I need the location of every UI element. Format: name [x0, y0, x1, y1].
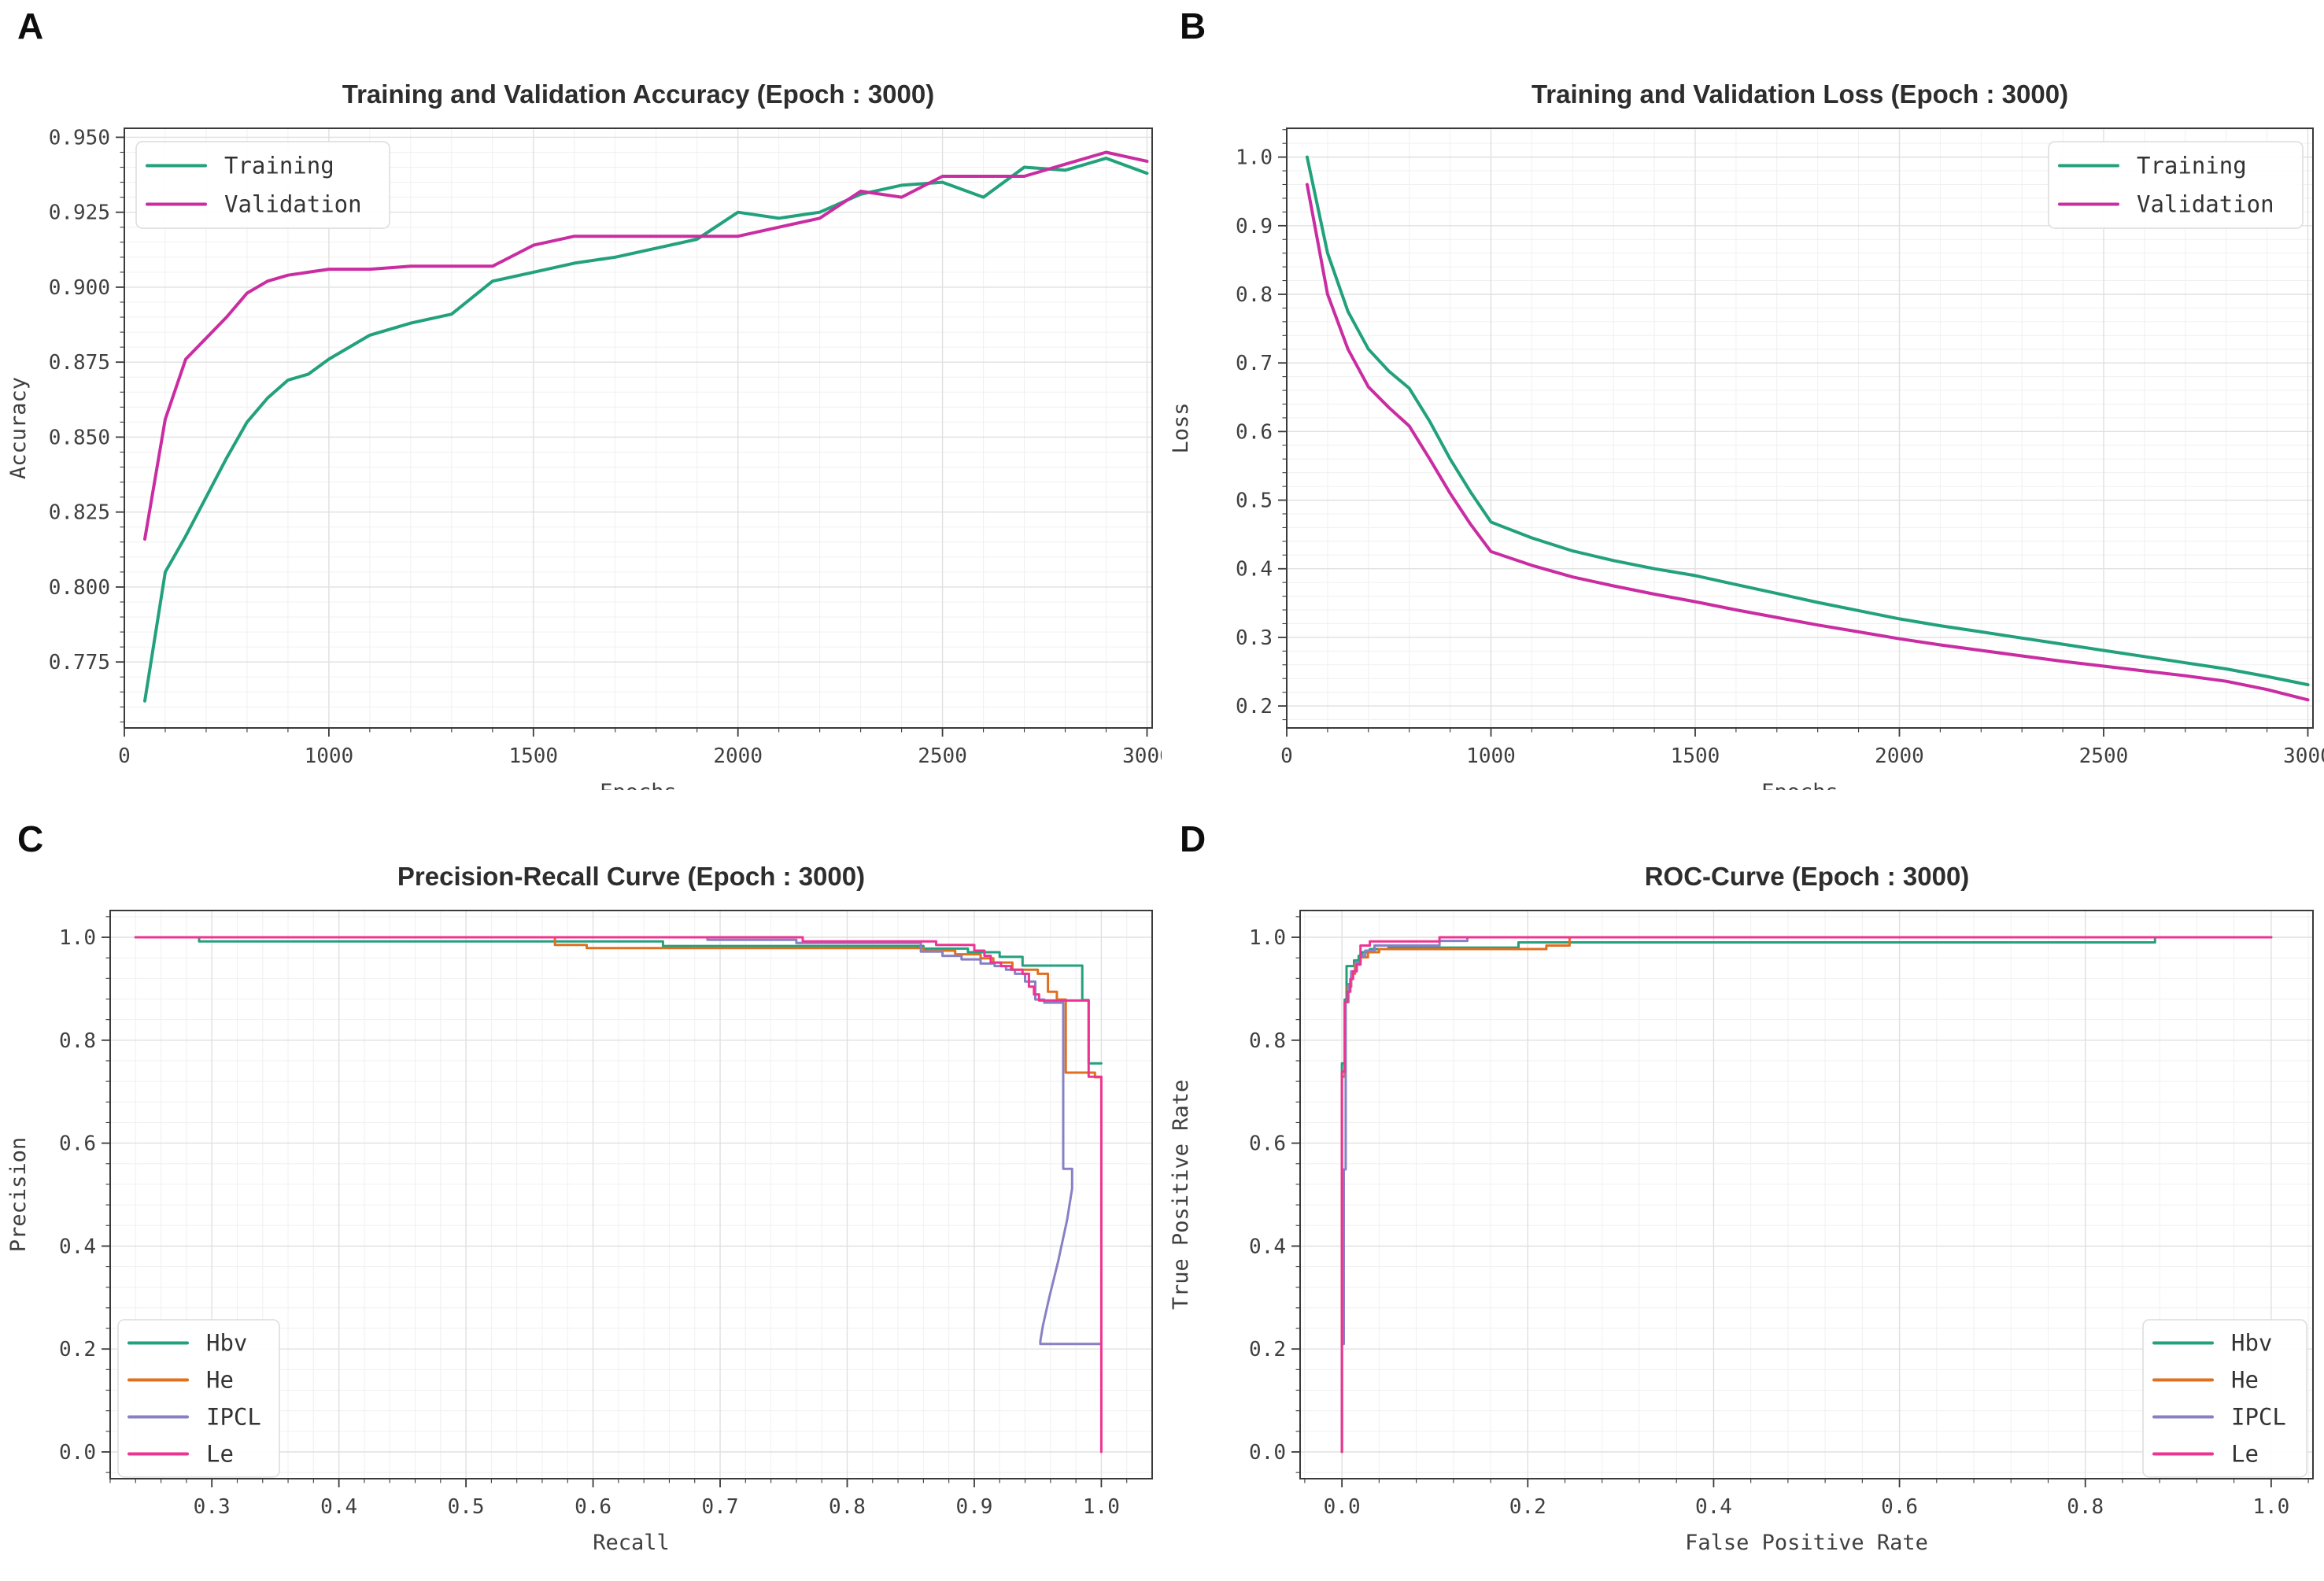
svg-text:2500: 2500 [918, 744, 967, 768]
svg-text:0.8: 0.8 [59, 1029, 96, 1053]
panel-letter-c: C [17, 818, 44, 859]
svg-text:0.8: 0.8 [1236, 283, 1273, 307]
svg-text:1500: 1500 [1671, 744, 1720, 768]
svg-text:0.775: 0.775 [49, 651, 110, 674]
svg-text:2000: 2000 [1875, 744, 1924, 768]
svg-text:Le: Le [2231, 1441, 2259, 1468]
svg-text:0.8: 0.8 [2067, 1495, 2104, 1519]
svg-text:True Positive Rate: True Positive Rate [1169, 1080, 1193, 1310]
svg-text:1500: 1500 [508, 744, 558, 768]
svg-text:0.0: 0.0 [1249, 1441, 1286, 1465]
svg-text:0.8: 0.8 [829, 1495, 866, 1519]
svg-text:1.0: 1.0 [2252, 1495, 2289, 1519]
svg-text:Le: Le [206, 1441, 234, 1468]
svg-text:1.0: 1.0 [1236, 146, 1273, 170]
svg-text:1000: 1000 [1466, 744, 1516, 768]
svg-text:2500: 2500 [2079, 744, 2129, 768]
svg-text:0.4: 0.4 [320, 1495, 357, 1519]
svg-text:0.2: 0.2 [1509, 1495, 1546, 1519]
svg-text:0.9: 0.9 [955, 1495, 992, 1519]
loss-chart: 0 1000 1500 2000 2500 3000 0.2 0.3 0.4 0.5 0.6 0.7 0… [1169, 127, 2324, 790]
svg-text:0.7: 0.7 [702, 1495, 739, 1519]
svg-text:Precision: Precision [6, 1137, 31, 1252]
svg-text:0.4: 0.4 [59, 1235, 96, 1258]
panel-d-title: ROC-Curve (Epoch : 3000) [1644, 862, 1970, 891]
svg-text:0.4: 0.4 [1249, 1235, 1286, 1258]
svg-text:1.0: 1.0 [1249, 926, 1286, 950]
svg-text:False Positive Rate: False Positive Rate [1685, 1531, 1928, 1555]
svg-text:Training: Training [2137, 153, 2247, 179]
svg-text:0.6: 0.6 [575, 1495, 611, 1519]
svg-text:0.2: 0.2 [1249, 1338, 1286, 1361]
svg-text:1000: 1000 [305, 744, 354, 768]
svg-text:Training: Training [224, 153, 334, 179]
svg-text:Epochs: Epochs [1761, 780, 1838, 790]
svg-text:0.950: 0.950 [49, 126, 110, 150]
svg-text:0.0: 0.0 [59, 1441, 96, 1465]
svg-text:0.3: 0.3 [194, 1495, 231, 1519]
svg-text:Hbv: Hbv [206, 1330, 247, 1357]
svg-text:Accuracy: Accuracy [6, 377, 31, 479]
svg-text:0.875: 0.875 [49, 351, 110, 375]
svg-text:Validation: Validation [2137, 191, 2274, 218]
svg-text:He: He [206, 1367, 234, 1394]
svg-text:0.825: 0.825 [49, 501, 110, 525]
panel-a-title: Training and Validation Accuracy (Epoch … [342, 79, 935, 109]
panel-d: D ROC-Curve (Epoch : 3000) 0.0 0.2 0.4 0.6 0… [1162, 791, 2324, 1581]
svg-text:3000: 3000 [1122, 744, 1162, 768]
svg-text:0.6: 0.6 [1881, 1495, 1918, 1519]
svg-text:Recall: Recall [593, 1531, 670, 1555]
svg-text:0.4: 0.4 [1236, 558, 1273, 582]
svg-text:0.2: 0.2 [59, 1338, 96, 1361]
panel-letter-d: D [1180, 818, 1206, 859]
panel-c-title: Precision-Recall Curve (Epoch : 3000) [397, 862, 866, 891]
accuracy-chart: 0 1000 1500 2000 2500 3000 0.775 0.800 0.825 0.85… [6, 126, 1162, 790]
svg-text:Hbv: Hbv [2231, 1330, 2272, 1357]
roc-chart: 0.0 0.2 0.4 0.6 0.8 1.0 0.0 0.2 0.4 0.6 0.8 1.0 Fals… [1169, 910, 2314, 1555]
svg-text:0.800: 0.800 [49, 576, 110, 600]
svg-text:0.0: 0.0 [1324, 1495, 1361, 1519]
svg-text:0.3: 0.3 [1236, 626, 1273, 650]
panel-b: B Training and Validation Loss (Epoch : … [1162, 0, 2324, 790]
svg-text:0.6: 0.6 [1249, 1132, 1286, 1156]
svg-text:0.7: 0.7 [1236, 352, 1273, 375]
svg-text:0.850: 0.850 [49, 426, 110, 449]
svg-text:IPCL: IPCL [2231, 1404, 2286, 1431]
svg-text:0.900: 0.900 [49, 276, 110, 300]
svg-text:2000: 2000 [713, 744, 763, 768]
svg-text:0.6: 0.6 [59, 1132, 96, 1156]
panel-letter-b: B [1180, 6, 1206, 46]
svg-text:0.6: 0.6 [1236, 420, 1273, 444]
svg-text:1.0: 1.0 [59, 926, 96, 950]
svg-text:0.4: 0.4 [1695, 1495, 1732, 1519]
svg-text:0.9: 0.9 [1236, 215, 1273, 238]
svg-text:0.925: 0.925 [49, 201, 110, 225]
svg-text:0.5: 0.5 [1236, 489, 1273, 513]
svg-text:3000: 3000 [2283, 744, 2324, 768]
svg-text:IPCL: IPCL [206, 1404, 261, 1431]
svg-text:0: 0 [118, 744, 131, 768]
svg-text:1.0: 1.0 [1083, 1495, 1120, 1519]
svg-text:He: He [2231, 1367, 2259, 1394]
panel-letter-a: A [17, 6, 44, 46]
svg-text:Epochs: Epochs [600, 780, 677, 790]
svg-text:0.8: 0.8 [1249, 1029, 1286, 1053]
svg-text:Loss: Loss [1169, 402, 1193, 453]
precision-recall-chart: 0.3 0.4 0.5 0.6 0.7 0.8 0.9 1.0 0.0 0.2 0.4 0.6 0.8 1… [6, 910, 1153, 1555]
panel-c: C Precision-Recall Curve (Epoch : 3000) … [0, 791, 1162, 1581]
panel-a: A Training and Validation Accuracy (Epoc… [0, 0, 1162, 790]
svg-text:0: 0 [1280, 744, 1293, 768]
svg-text:0.5: 0.5 [448, 1495, 485, 1519]
panel-b-title: Training and Validation Loss (Epoch : 30… [1531, 79, 2069, 109]
svg-text:Validation: Validation [224, 191, 362, 218]
svg-text:0.2: 0.2 [1236, 695, 1273, 718]
